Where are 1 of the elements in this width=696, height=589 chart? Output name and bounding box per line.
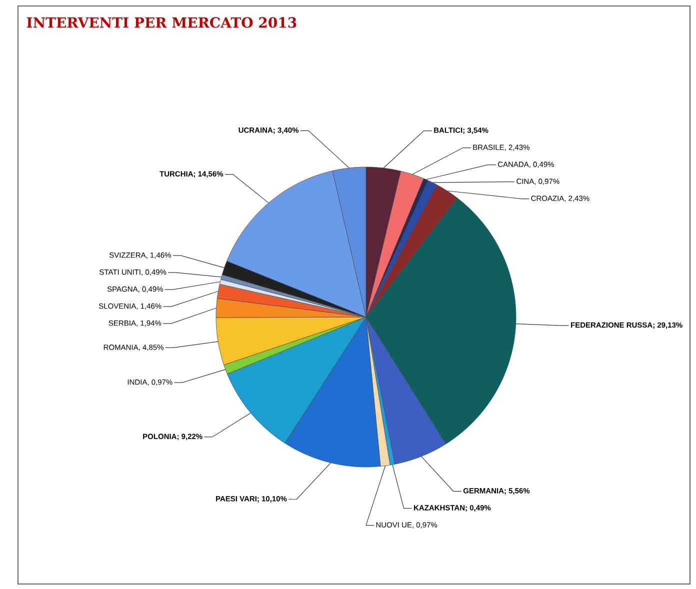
chart-title: INTERVENTI PER MERCATO 2013 [26,17,296,28]
